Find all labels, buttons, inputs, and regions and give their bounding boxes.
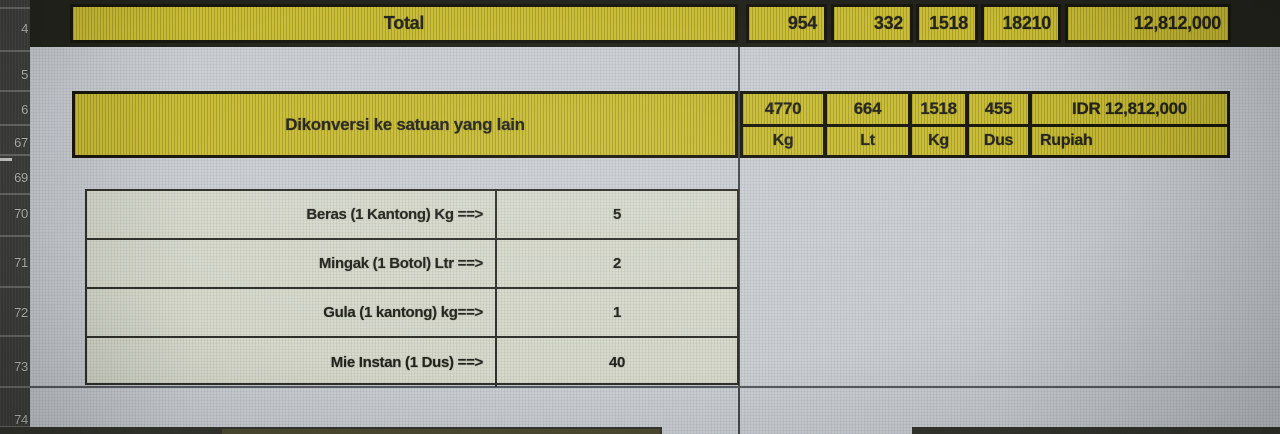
conversion-item-value[interactable]: 5	[612, 206, 622, 223]
table-row: Mingak (1 Botol) Ltr ==> 2	[87, 240, 737, 289]
row-header[interactable]: 70	[14, 206, 28, 221]
pane-divider-line	[738, 0, 740, 434]
row-header[interactable]: 5	[21, 67, 28, 82]
row-header[interactable]: 73	[14, 359, 28, 374]
row-divider	[0, 50, 30, 52]
row-divider	[0, 154, 30, 156]
conversion-unit-cell[interactable]: Kg	[740, 124, 826, 158]
row-divider	[0, 124, 30, 126]
row-divider	[0, 7, 30, 9]
conversion-value-cell[interactable]: 1518	[909, 91, 968, 127]
conversion-unit-cell[interactable]: Kg	[909, 124, 968, 158]
conversion-item-label[interactable]: Mie Instan (1 Dus) ==>	[87, 338, 497, 387]
total-label-cell[interactable]: Total	[70, 4, 738, 43]
row-header[interactable]: 4	[21, 21, 28, 36]
conversion-item-value[interactable]: 40	[608, 354, 626, 371]
row-divider	[0, 235, 30, 237]
unit-conversion-table: Beras (1 Kantong) Kg ==> 5 Mingak (1 Bot…	[85, 189, 739, 387]
conversion-value-cell[interactable]: 664	[824, 91, 911, 127]
conversion-item-label[interactable]: Beras (1 Kantong) Kg ==>	[87, 191, 497, 238]
row-header[interactable]: 69	[14, 170, 28, 185]
row-header-column: 4 5 6 67 69 70 71 72 73 74	[0, 0, 30, 434]
total-value-cell[interactable]: 1518	[916, 4, 978, 43]
conversion-item-label[interactable]: Mingak (1 Botol) Ltr ==>	[87, 240, 497, 287]
row-header[interactable]: 71	[14, 255, 28, 270]
row-header[interactable]: 72	[14, 305, 28, 320]
row-divider	[0, 286, 30, 288]
row-header[interactable]: 67	[14, 135, 28, 150]
conversion-unit-cell[interactable]: Dus	[966, 124, 1031, 158]
row-divider	[0, 90, 30, 92]
total-row-band: Total 954 332 1518 18210 12,812,000	[30, 0, 1280, 47]
row-divider	[0, 193, 30, 195]
total-value-cell[interactable]: 18210	[981, 4, 1061, 43]
total-value-cell[interactable]: 332	[831, 4, 913, 43]
conversion-unit-cell[interactable]: Lt	[824, 124, 911, 158]
conversion-item-value[interactable]: 1	[612, 304, 622, 321]
row-gridline	[30, 386, 1280, 388]
row-header[interactable]: 6	[21, 102, 28, 117]
conversion-value-cell[interactable]: 455	[966, 91, 1031, 127]
row-divider	[0, 386, 30, 388]
conversion-value-cell[interactable]: IDR 12,812,000	[1029, 91, 1230, 127]
next-row-partial	[912, 427, 1280, 434]
conversion-item-value[interactable]: 2	[612, 255, 622, 272]
conversion-unit-cell[interactable]: Rupiah	[1029, 124, 1230, 158]
conversion-banner-label[interactable]: Dikonversi ke satuan yang lain	[72, 91, 738, 158]
table-row: Mie Instan (1 Dus) ==> 40	[87, 338, 737, 387]
hidden-row-indicator	[0, 158, 12, 161]
conversion-item-label[interactable]: Gula (1 kantong) kg==>	[87, 289, 497, 336]
row-header[interactable]: 74	[14, 412, 28, 427]
conversion-value-cell[interactable]: 4770	[740, 91, 826, 127]
table-row: Beras (1 Kantong) Kg ==> 5	[87, 191, 737, 240]
next-row-partial-cell	[222, 429, 660, 434]
row-divider	[0, 335, 30, 337]
total-value-cell[interactable]: 954	[746, 4, 827, 43]
total-value-cell[interactable]: 12,812,000	[1065, 4, 1231, 43]
table-row: Gula (1 kantong) kg==> 1	[87, 289, 737, 338]
